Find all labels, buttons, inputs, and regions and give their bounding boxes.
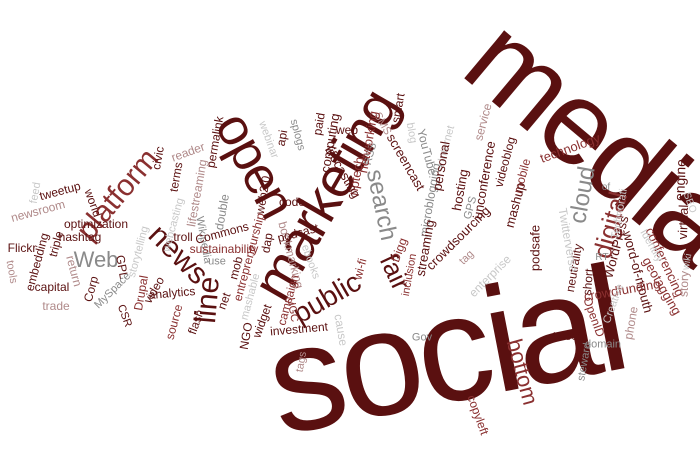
- word-source: source: [162, 302, 186, 342]
- word-sustainability: sustainability: [189, 242, 259, 256]
- word-blog: blog: [403, 121, 420, 145]
- word-troll: troll: [173, 230, 193, 244]
- word-phone: phone: [621, 305, 641, 341]
- word-storytelling: storytelling: [125, 224, 152, 279]
- word-trade: trade: [42, 299, 70, 313]
- word-paid: paid: [310, 111, 328, 137]
- word-web: Web: [73, 247, 119, 272]
- word-search: search: [360, 166, 403, 243]
- word-story: story: [676, 270, 692, 298]
- word-net: net: [214, 290, 234, 312]
- word-analytics: analytics: [148, 283, 196, 303]
- word-wi-fi: wi-fi: [350, 256, 370, 282]
- word-civic: civic: [149, 145, 167, 171]
- word-optimization: optimization: [63, 217, 129, 231]
- word-mashup: mashup: [501, 180, 529, 230]
- word-use: use: [208, 255, 226, 268]
- word-tools: tools: [3, 259, 20, 285]
- word-domain: domain: [584, 338, 622, 351]
- word-terms: terms: [166, 161, 186, 193]
- word-short: short: [579, 268, 597, 296]
- word-podsafe: podsafe: [527, 224, 543, 272]
- word-capital: capital: [34, 280, 70, 294]
- word-gov: Gov: [411, 331, 433, 344]
- word-api: api: [273, 128, 291, 148]
- word-of: of: [601, 182, 611, 193]
- word-hashtag: hashtag: [58, 230, 102, 244]
- word-splogs: splogs: [287, 117, 308, 152]
- word-flickr: Flickr: [7, 241, 37, 255]
- word-tweet: tweet: [552, 329, 582, 343]
- word-web-lc: web: [335, 123, 359, 137]
- word-code: code: [278, 195, 306, 209]
- word-rt: RT: [595, 252, 609, 263]
- word-wiki: wiki: [680, 252, 695, 272]
